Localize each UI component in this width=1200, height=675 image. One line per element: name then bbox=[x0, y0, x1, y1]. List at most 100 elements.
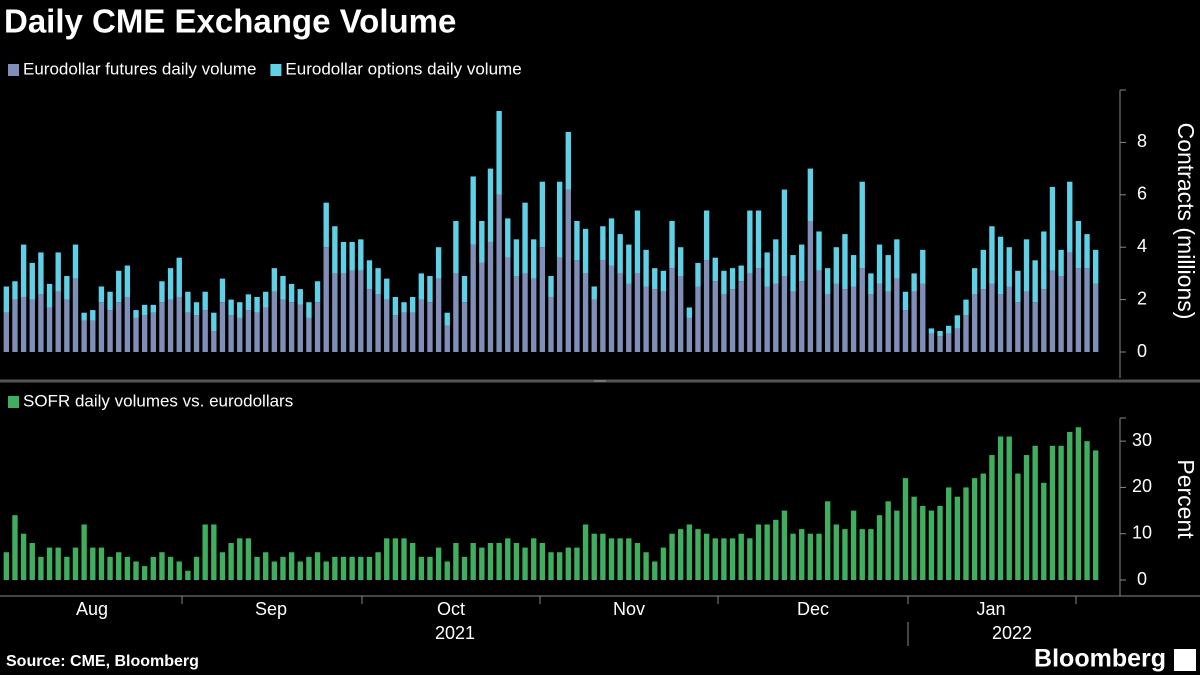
bar-segment bbox=[159, 281, 165, 303]
bar-segment bbox=[55, 291, 61, 352]
x-month-label: Aug bbox=[76, 599, 108, 619]
bar-segment bbox=[444, 325, 450, 352]
bar bbox=[133, 561, 139, 580]
bar bbox=[582, 524, 589, 580]
bar-segment bbox=[81, 320, 87, 352]
bar-segment bbox=[747, 210, 753, 274]
bar-segment bbox=[1049, 270, 1056, 352]
bar-segment bbox=[868, 294, 874, 352]
bar bbox=[626, 538, 632, 580]
bar-segment bbox=[859, 181, 865, 269]
bar-segment bbox=[1041, 289, 1047, 352]
month-separators bbox=[181, 596, 1077, 646]
bar bbox=[1023, 455, 1030, 580]
bar bbox=[747, 538, 753, 580]
bar bbox=[340, 556, 347, 580]
bar bbox=[859, 529, 865, 580]
bar-segment bbox=[349, 270, 355, 352]
x-month-label: Dec bbox=[797, 599, 829, 619]
bar-segment bbox=[55, 252, 61, 292]
bar-segment bbox=[997, 236, 1004, 295]
bar-segment bbox=[678, 247, 684, 277]
bar-segment bbox=[288, 283, 295, 303]
bar bbox=[496, 542, 502, 580]
bar-segment bbox=[600, 260, 606, 352]
bar-segment bbox=[712, 257, 718, 282]
bar-segment bbox=[323, 202, 329, 248]
bar bbox=[600, 533, 606, 580]
bar-segment bbox=[64, 299, 70, 352]
bar-segment bbox=[219, 302, 226, 352]
bar bbox=[98, 547, 105, 580]
bar-segment bbox=[384, 278, 390, 300]
bar-segment bbox=[539, 247, 546, 352]
bar-segment bbox=[245, 310, 252, 352]
bar-segment bbox=[280, 299, 286, 352]
bar-segment bbox=[548, 276, 554, 297]
bar-segment bbox=[375, 294, 381, 352]
y-axis-label: Contracts (millions) bbox=[1173, 123, 1199, 320]
bar bbox=[349, 556, 355, 580]
bar-segment bbox=[669, 268, 675, 352]
bar-segment bbox=[46, 283, 53, 308]
bar-segment bbox=[885, 255, 891, 292]
bar bbox=[314, 552, 321, 580]
bar-segment bbox=[799, 281, 805, 352]
bar bbox=[479, 547, 485, 580]
bar bbox=[868, 529, 874, 580]
bar-segment bbox=[340, 241, 347, 274]
bar-segment bbox=[90, 310, 96, 321]
bar bbox=[202, 524, 208, 580]
bar bbox=[643, 552, 649, 580]
bar bbox=[1067, 431, 1073, 580]
brand-icon bbox=[1174, 649, 1196, 671]
bar-segment bbox=[72, 278, 79, 352]
bar bbox=[1075, 427, 1082, 580]
bar-segment bbox=[850, 286, 857, 352]
bar bbox=[167, 556, 174, 580]
bar-segment bbox=[116, 270, 122, 303]
bar bbox=[1041, 482, 1047, 580]
bar-segment bbox=[340, 273, 347, 352]
chart-title: Daily CME Exchange Volume bbox=[4, 3, 456, 40]
bar-segment bbox=[522, 202, 528, 274]
bar-segment bbox=[479, 262, 485, 352]
bar-segment bbox=[98, 302, 105, 352]
bar-segment bbox=[565, 131, 571, 190]
bar-segment bbox=[729, 268, 736, 290]
bar-segment bbox=[297, 289, 303, 305]
bar-segment bbox=[946, 325, 952, 334]
bar-segment bbox=[773, 283, 779, 352]
bar-segment bbox=[124, 296, 131, 352]
bar bbox=[427, 556, 433, 580]
bar bbox=[306, 556, 312, 580]
bar-segment bbox=[617, 234, 623, 274]
bar bbox=[20, 533, 27, 580]
bar-segment bbox=[81, 312, 87, 321]
bar-segment bbox=[686, 307, 693, 318]
bar bbox=[885, 501, 891, 580]
bar-segment bbox=[98, 286, 105, 303]
bar bbox=[781, 510, 788, 580]
bar-segment bbox=[401, 312, 407, 352]
bar bbox=[574, 547, 580, 580]
bar-segment bbox=[90, 320, 96, 352]
bar-segment bbox=[453, 273, 459, 352]
bar-segment bbox=[1058, 249, 1064, 277]
bar-segment bbox=[1075, 268, 1082, 352]
bar bbox=[807, 533, 814, 580]
bar-segment bbox=[46, 307, 53, 352]
bar-segment bbox=[686, 317, 693, 352]
bar bbox=[228, 542, 234, 580]
bar bbox=[64, 556, 70, 580]
bar bbox=[453, 542, 459, 580]
bar bbox=[237, 538, 243, 580]
bar bbox=[444, 561, 450, 580]
y-tick-label: 6 bbox=[1137, 184, 1147, 204]
bar-segment bbox=[989, 226, 995, 284]
bar-segment bbox=[1092, 283, 1099, 352]
bar-segment bbox=[297, 304, 303, 352]
bar-segment bbox=[263, 291, 269, 308]
bar-segment bbox=[237, 317, 243, 352]
